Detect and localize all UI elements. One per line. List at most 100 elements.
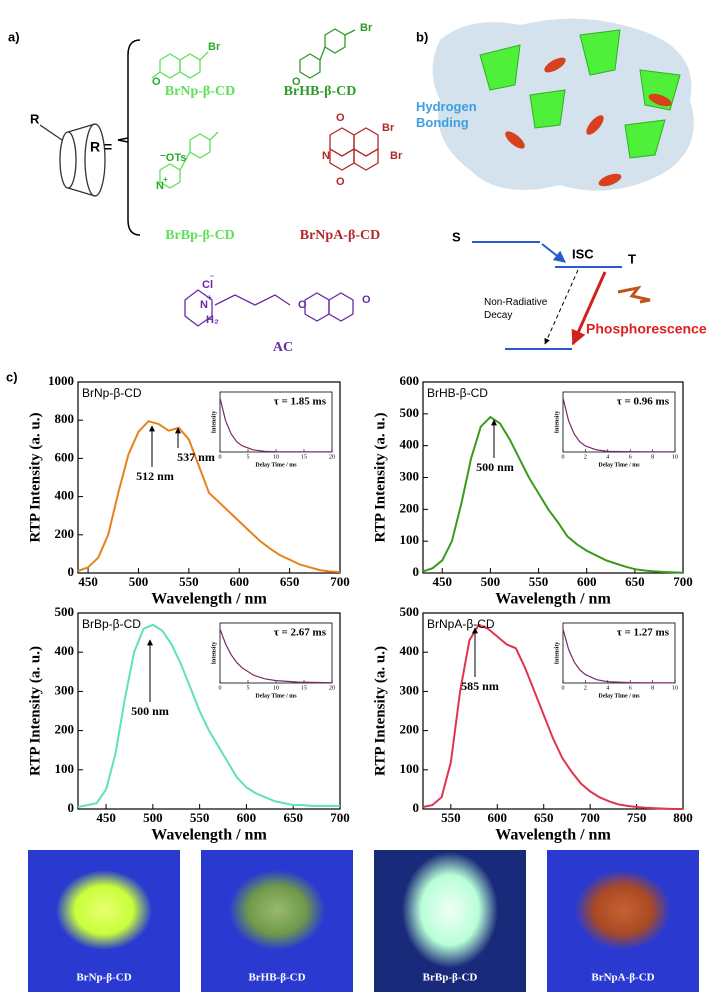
atom-label: + (207, 293, 212, 302)
x-tick-label: 600 (237, 810, 257, 825)
atom-label: N (200, 299, 208, 311)
y-tick-label: 200 (400, 500, 420, 515)
atom-label: ⁻OTs (160, 152, 186, 164)
annotation: 512 nm (136, 469, 174, 483)
atom-label: + (163, 175, 168, 184)
x-tick-label: 550 (529, 574, 549, 589)
y-tick-label: 100 (400, 761, 420, 776)
powder (229, 870, 325, 950)
atom-label: O (292, 76, 301, 88)
x-tick-label: 800 (673, 810, 693, 825)
non-radiative: Non-Radiative Decay (484, 297, 548, 321)
inset-x-tick-label: 0 (219, 685, 222, 691)
y-axis-label: RTP Intensity (a. u.) (27, 413, 43, 543)
inset-x-tick-label: 0 (562, 685, 565, 691)
lifetime: τ = 2.67 ms (274, 627, 327, 639)
structures (39, 28, 379, 327)
inset-x-tick-label: 10 (273, 685, 279, 691)
atom-label: Br (390, 150, 403, 162)
photo-label: BrHB-β-CD (248, 972, 305, 984)
compound-name: BrHB-β-CD (284, 84, 357, 99)
y-axis-label: RTP Intensity (a. u.) (27, 646, 43, 776)
x-tick-label: 500 (129, 574, 149, 589)
compound-name: BrNpA-β-CD (300, 228, 380, 243)
series-label: BrHB-β-CD (427, 386, 488, 400)
atom-label: Cl (202, 279, 213, 291)
annotation: 537 nm (177, 450, 215, 464)
photo-label: BrBp-β-CD (423, 972, 478, 984)
inset-x-tick-label: 8 (651, 454, 654, 460)
spectrum-line (77, 420, 341, 573)
inset-x-tick-label: 2 (584, 685, 587, 691)
r-group: R (30, 111, 40, 126)
y-tick-label: 400 (55, 643, 75, 658)
lifetime: τ = 1.85 ms (274, 396, 327, 408)
inset-x-tick-label: 20 (329, 685, 335, 691)
y-tick-label: 500 (55, 604, 75, 619)
singlet: S (452, 229, 461, 244)
lifetime: τ = 0.96 ms (617, 396, 670, 408)
photo-label: BrNp-β-CD (76, 972, 131, 984)
y-tick-label: 0 (68, 800, 75, 815)
decay-line (562, 397, 675, 453)
atom-label: N (322, 150, 330, 162)
x-tick-label: 500 (143, 810, 163, 825)
powder (402, 852, 498, 968)
y-tick-label: 300 (400, 682, 420, 697)
x-tick-label: 600 (577, 574, 597, 589)
inset-x-tick-label: 5 (247, 685, 250, 691)
annotation: 500 nm (476, 460, 514, 474)
inset-x-tick-label: 10 (672, 685, 678, 691)
inset-x-tick-label: 20 (329, 454, 335, 460)
inset-x-tick-label: 10 (273, 454, 279, 460)
y-axis-label: RTP Intensity (a. u.) (372, 646, 388, 776)
x-tick-label: 700 (580, 810, 600, 825)
y-tick-label: 0 (413, 800, 420, 815)
atom-label: ⁻ (210, 273, 214, 282)
inset-x-tick-label: 4 (606, 685, 609, 691)
x-tick-label: 550 (179, 574, 199, 589)
panel-label: b) (416, 29, 428, 44)
annotation: 585 nm (461, 679, 499, 693)
x-tick-label: 600 (488, 810, 508, 825)
y-tick-label: 400 (400, 437, 420, 452)
y-tick-label: 0 (68, 564, 75, 579)
y-tick-label: 400 (55, 488, 75, 503)
atom-label: Br (208, 41, 221, 53)
atom-label: N (156, 180, 164, 192)
inset-y-label: Intensity (211, 411, 217, 434)
y-tick-label: 200 (55, 526, 75, 541)
x-tick-label: 650 (283, 810, 303, 825)
panel-label: a) (8, 29, 20, 44)
inset-x-tick-label: 6 (629, 685, 632, 691)
inset-x-tick-label: 6 (629, 454, 632, 460)
y-tick-label: 100 (55, 761, 75, 776)
inset-x-tick-label: 0 (562, 454, 565, 460)
x-tick-label: 700 (330, 574, 350, 589)
y-axis-label: RTP Intensity (a. u.) (372, 413, 388, 543)
y-tick-label: 600 (400, 373, 420, 388)
y-tick-label: 400 (400, 643, 420, 658)
x-tick-label: 500 (481, 574, 501, 589)
x-axis-label: Wavelength / nm (495, 591, 611, 608)
x-tick-label: 550 (190, 810, 210, 825)
inset-x-tick-label: 15 (301, 454, 307, 460)
x-tick-label: 650 (280, 574, 300, 589)
spectrum-line (77, 623, 340, 808)
plot-frame (77, 612, 341, 810)
y-tick-label: 300 (55, 682, 75, 697)
inset-x-label: Delay Time / ms (255, 693, 297, 699)
atom-label: H₂ (206, 314, 219, 326)
inset-x-tick-label: 0 (219, 454, 222, 460)
atom-label: O (298, 299, 307, 311)
x-tick-label: 450 (96, 810, 116, 825)
plot-frame (77, 381, 341, 574)
triplet: T (628, 251, 636, 266)
decay-line (219, 628, 333, 684)
inset-x-tick-label: 5 (247, 454, 250, 460)
powder (56, 870, 152, 950)
x-tick-label: 650 (534, 810, 554, 825)
isc: ISC (572, 246, 594, 261)
x-tick-label: 700 (330, 810, 350, 825)
